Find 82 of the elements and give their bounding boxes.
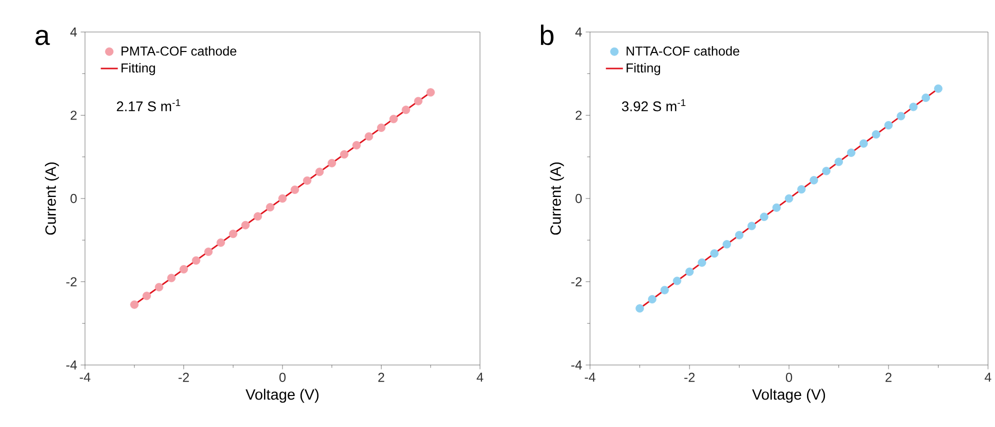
point [772, 203, 781, 212]
x-tick-label: -4 [80, 372, 90, 382]
legend-label: Fitting [626, 63, 660, 76]
point [228, 230, 238, 238]
point [180, 265, 188, 274]
point [698, 258, 706, 267]
y-tick-label: -4 [66, 360, 77, 370]
point [846, 148, 856, 157]
point [328, 158, 336, 168]
point [896, 112, 906, 120]
x-axis-title: Voltage (V) [752, 388, 826, 403]
point [204, 248, 213, 256]
y-tick-label: 0 [576, 194, 582, 204]
x-axis-title: Voltage (V) [246, 388, 319, 403]
text: a [36, 30, 50, 46]
legend-label: Fitting [122, 63, 155, 76]
y-tick-label: -2 [66, 277, 77, 286]
text: b [540, 24, 554, 46]
point [389, 114, 398, 124]
point [648, 295, 656, 304]
y-tick-label: 4 [70, 28, 77, 36]
point [747, 222, 756, 230]
annotation: 3.92 S m$^{-1}$ [622, 99, 686, 112]
legend-label: NTTA-COF cathode [626, 46, 740, 56]
x-tick-label: 4 [476, 372, 484, 382]
point [352, 141, 361, 150]
annotation: 2.17 S m$^{-1}$ [116, 99, 180, 112]
point [760, 212, 768, 222]
point [254, 212, 262, 221]
x-tick-label: -2 [684, 372, 695, 382]
y-tick-label: 2 [70, 110, 77, 120]
y-tick-label: -2 [571, 277, 582, 286]
point [735, 230, 744, 240]
point [834, 158, 843, 166]
point [130, 300, 139, 309]
point [884, 121, 893, 130]
point [290, 186, 300, 194]
point [859, 139, 868, 148]
legend-label: PMTA-COF cathode [122, 46, 236, 56]
point [278, 194, 287, 203]
point [216, 238, 225, 247]
point [142, 292, 151, 300]
x-tick-label: -2 [178, 372, 189, 382]
point [797, 185, 806, 194]
point [672, 276, 682, 286]
point [340, 150, 348, 159]
point [364, 132, 374, 141]
y-tick-label: 0 [70, 194, 77, 204]
point [660, 286, 669, 294]
point [722, 240, 732, 248]
x-tick-label: 4 [984, 372, 992, 382]
point [192, 256, 200, 265]
point [784, 194, 794, 203]
x-tick-label: 2 [378, 372, 384, 382]
y-tick-label: 2 [576, 110, 582, 120]
x-tick-label: -4 [584, 372, 596, 382]
point [315, 168, 324, 176]
y-tick-label: 4 [575, 28, 582, 36]
point [909, 102, 918, 112]
point [402, 106, 410, 114]
point [922, 94, 930, 102]
x-tick-label: 0 [786, 372, 792, 382]
point [426, 88, 435, 97]
point [934, 84, 942, 93]
point [810, 176, 818, 184]
point [154, 282, 164, 292]
x-tick-label: 2 [886, 372, 892, 382]
point [414, 96, 422, 106]
x-tick-label: 0 [279, 372, 286, 382]
point [302, 176, 312, 185]
point [636, 304, 644, 313]
point [872, 130, 880, 139]
point [266, 203, 274, 212]
y-axis-title: Current (A) [550, 162, 564, 235]
point [710, 249, 719, 258]
y-axis-title: Current (A) [44, 162, 59, 235]
y-tick-label: -4 [571, 360, 582, 370]
point [822, 166, 831, 176]
point [685, 268, 694, 276]
point [241, 220, 250, 230]
point [167, 274, 176, 282]
point [377, 124, 386, 132]
